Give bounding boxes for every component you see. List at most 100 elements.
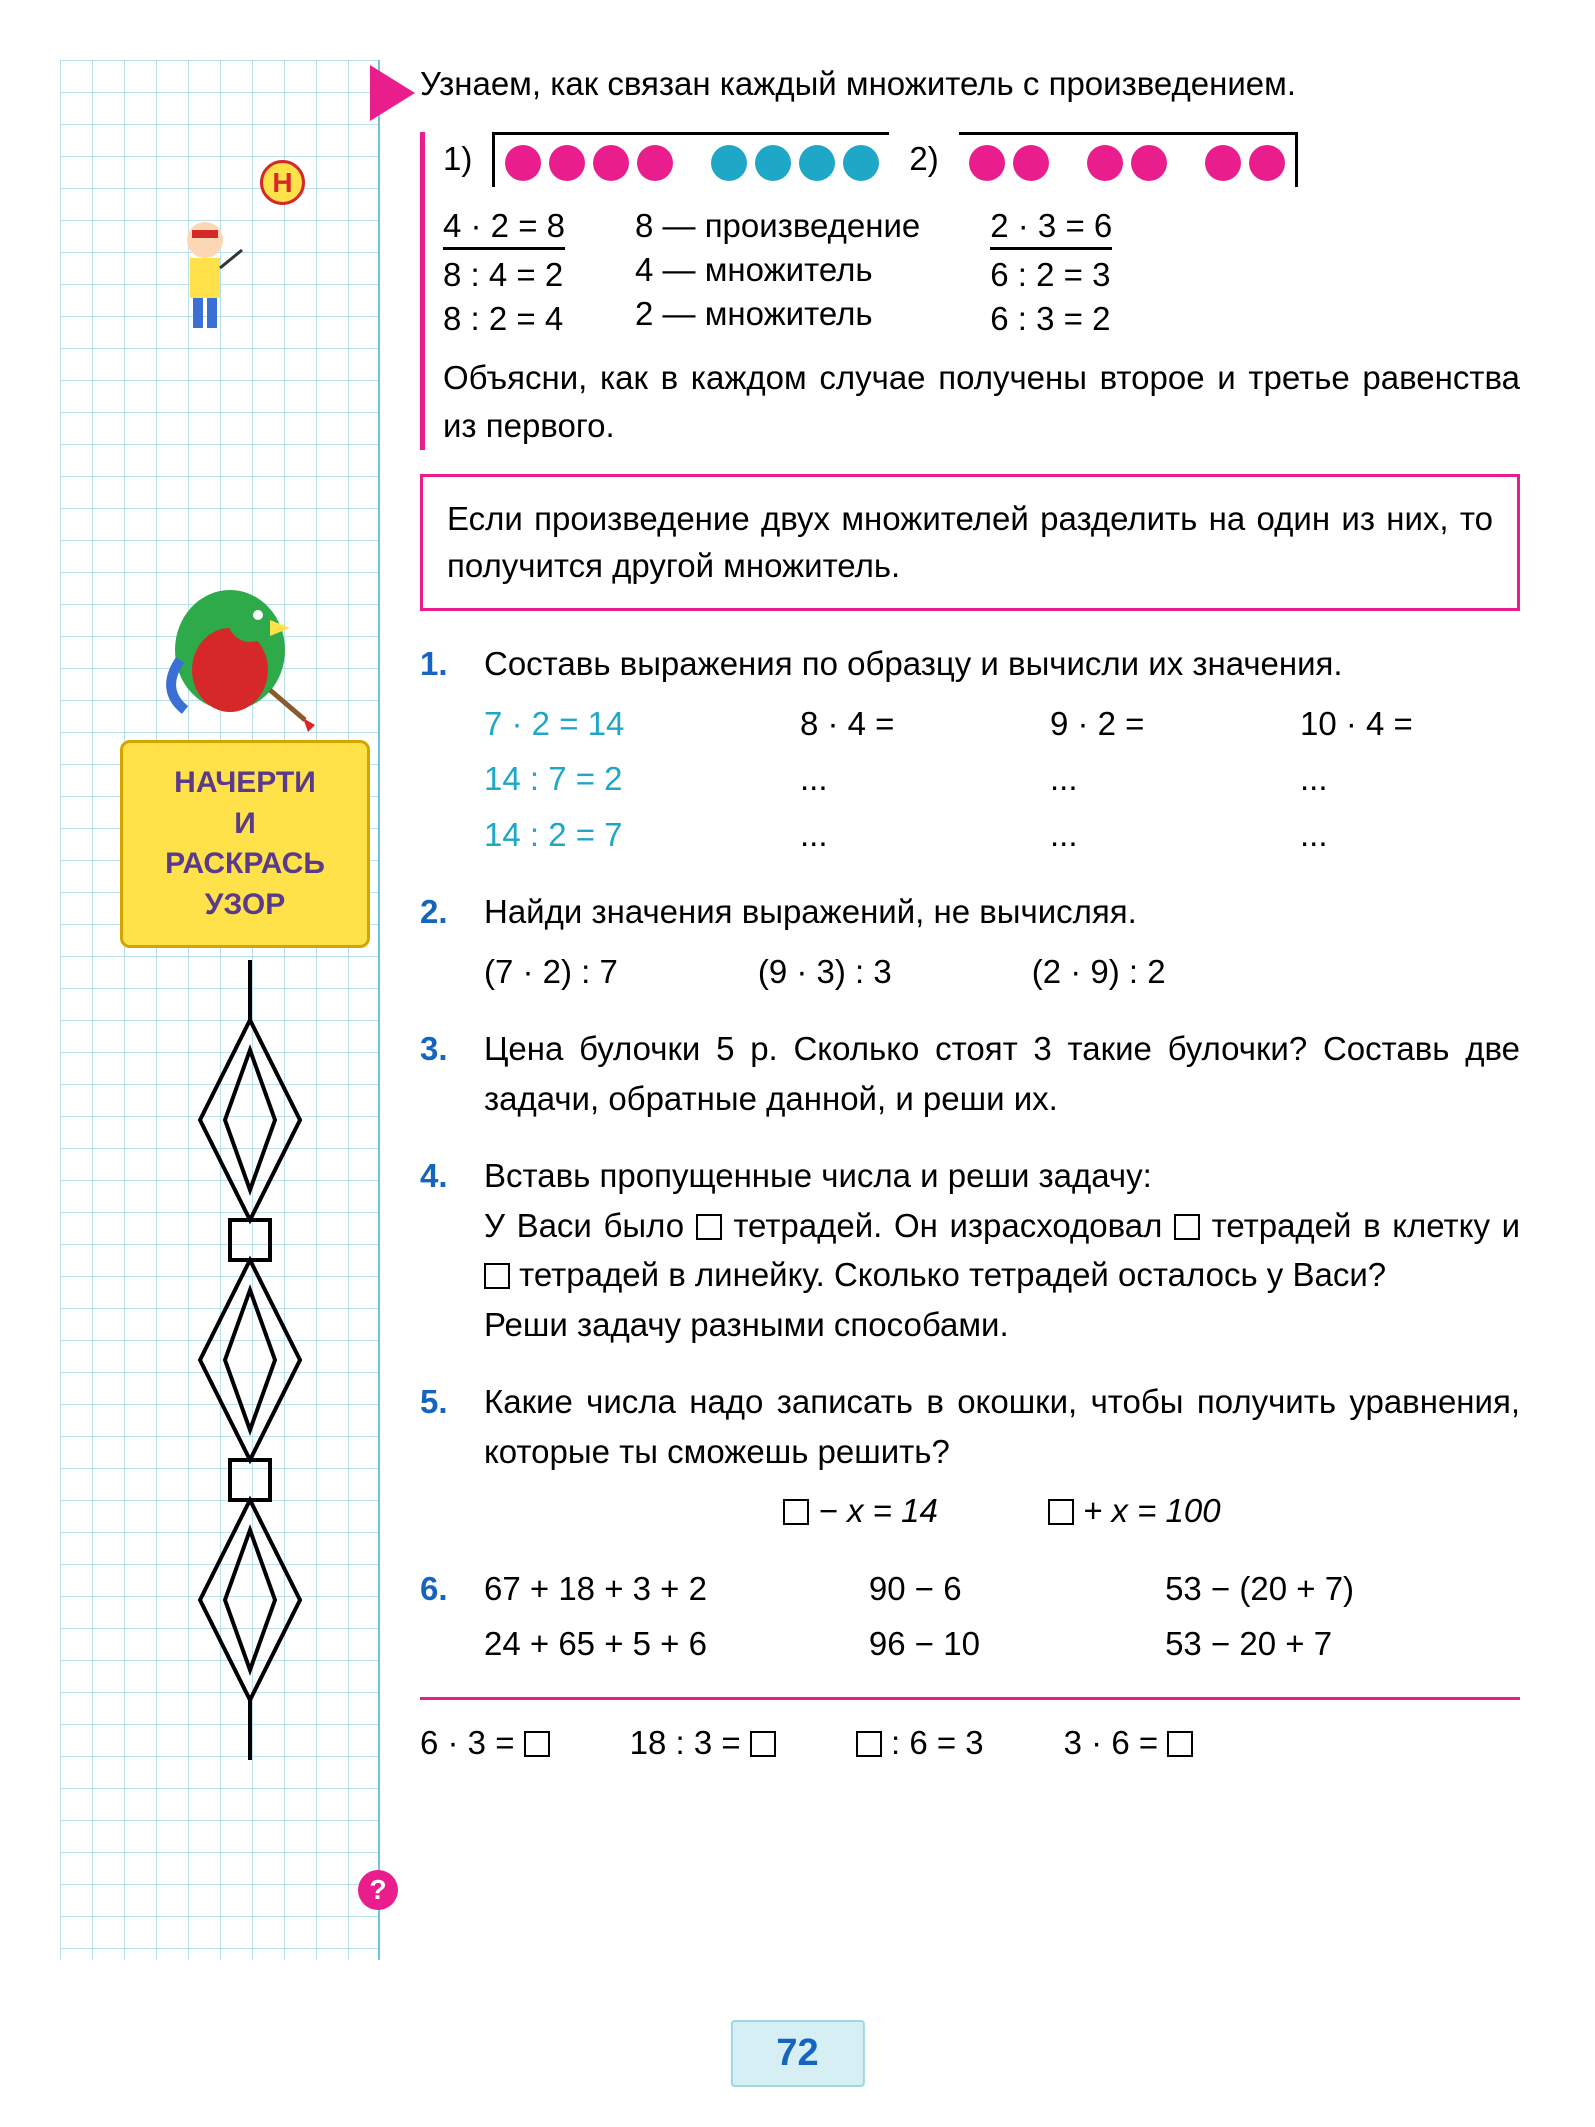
dot-icon bbox=[969, 145, 1005, 181]
expr: 14 : 2 = 7 bbox=[484, 810, 770, 860]
page-number: 72 bbox=[730, 2020, 864, 2087]
eq-desc: 8 — произведение bbox=[635, 207, 920, 245]
dot-icon bbox=[1249, 145, 1285, 181]
sample-col: 9 · 2 = ... ... bbox=[1050, 699, 1270, 860]
dot-icon bbox=[505, 145, 541, 181]
task-number: 2. bbox=[420, 887, 460, 996]
demo-explain: Объясни, как в каждом случае получены вт… bbox=[443, 354, 1520, 450]
divider bbox=[420, 1697, 1520, 1700]
expr-col: 53 − (20 + 7) 53 − 20 + 7 bbox=[1165, 1564, 1520, 1669]
expr: 90 − 6 bbox=[869, 1564, 1135, 1614]
intro-text: Узнаем, как связан каждый множитель с пр… bbox=[420, 60, 1520, 108]
blank-box-icon bbox=[696, 1214, 722, 1240]
expr: 96 − 10 bbox=[869, 1619, 1135, 1669]
footer-exercises: 6 · 3 = 18 : 3 = : 6 = 3 3 · 6 = bbox=[420, 1724, 1520, 1762]
task-1: 1. Составь выражения по образцу и вычисл… bbox=[420, 639, 1520, 859]
dot-icon bbox=[1013, 145, 1049, 181]
page: Н НАЧЕРТИ И РАСКРАСЬ УЗОР bbox=[0, 0, 1595, 2127]
rule-box: Если произведение двух множителей раздел… bbox=[420, 474, 1520, 612]
task-text: Найди значения выражений, не вычисляя. bbox=[484, 887, 1520, 937]
eq-line: 2 · 3 = 6 bbox=[990, 207, 1112, 250]
expr: ... bbox=[1300, 810, 1520, 860]
main-content: Узнаем, как связан каждый множитель с пр… bbox=[420, 60, 1520, 1762]
expr: : 6 = 3 bbox=[856, 1724, 984, 1762]
dot-icon bbox=[843, 145, 879, 181]
sign-line: РАСКРАСЬ bbox=[137, 844, 353, 885]
expr: ... bbox=[1050, 754, 1270, 804]
instruction-sign: НАЧЕРТИ И РАСКРАСЬ УЗОР bbox=[120, 740, 370, 948]
task-3: 3. Цена булочки 5 р. Сколько стоят 3 так… bbox=[420, 1024, 1520, 1123]
expr: 67 + 18 + 3 + 2 bbox=[484, 1564, 839, 1614]
demo-label-2: 2) bbox=[909, 140, 938, 178]
expr: 53 − (20 + 7) bbox=[1165, 1564, 1520, 1614]
task-body: Цена булочки 5 р. Сколько стоят 3 такие … bbox=[484, 1024, 1520, 1123]
equation: − x = 14 bbox=[783, 1486, 937, 1536]
demo-block: 1) 2) 4 · 2 = 8 8 : 4 = 2 8 : 2 = 4 8 — … bbox=[420, 132, 1520, 450]
eq-line: 8 : 2 = 4 bbox=[443, 300, 565, 338]
expr-row: (7 · 2) : 7 (9 · 3) : 3 (2 · 9) : 2 bbox=[484, 947, 1520, 997]
expr: 10 · 4 = bbox=[1300, 699, 1520, 749]
dot-icon bbox=[593, 145, 629, 181]
eq-col-right: 2 · 3 = 6 6 : 2 = 3 6 : 3 = 2 bbox=[990, 207, 1112, 338]
task-text: Составь выражения по образцу и вычисли и… bbox=[484, 639, 1520, 689]
equations-block: 4 · 2 = 8 8 : 4 = 2 8 : 2 = 4 8 — произв… bbox=[443, 207, 1520, 338]
expr: 6 · 3 = bbox=[420, 1724, 550, 1762]
dot-icon bbox=[799, 145, 835, 181]
dots-group-2 bbox=[959, 132, 1298, 187]
task-text: У Васи было тетрадей. Он израсходовал те… bbox=[484, 1201, 1520, 1300]
equation: + x = 100 bbox=[1048, 1486, 1221, 1536]
task-number: 4. bbox=[420, 1151, 460, 1349]
eq-line: 6 : 3 = 2 bbox=[990, 300, 1112, 338]
blank-box-icon bbox=[750, 1731, 776, 1757]
dot-icon bbox=[711, 145, 747, 181]
badge-letter: Н bbox=[260, 160, 305, 205]
task-2: 2. Найди значения выражений, не вычисляя… bbox=[420, 887, 1520, 996]
eq-col-mid: 8 — произведение 4 — множитель 2 — множи… bbox=[635, 207, 920, 333]
dots-row: 1) 2) bbox=[443, 132, 1520, 187]
expr: 9 · 2 = bbox=[1050, 699, 1270, 749]
character-boy-icon bbox=[160, 210, 250, 350]
expr: 8 · 4 = bbox=[800, 699, 1020, 749]
task-body: 67 + 18 + 3 + 2 24 + 65 + 5 + 6 90 − 6 9… bbox=[484, 1564, 1520, 1669]
expr: ... bbox=[1050, 810, 1270, 860]
expr: 18 : 3 = bbox=[630, 1724, 776, 1762]
expr: 24 + 65 + 5 + 6 bbox=[484, 1619, 839, 1669]
task-text: Вставь пропущенные числа и реши задачу: bbox=[484, 1151, 1520, 1201]
blank-box-icon bbox=[484, 1263, 510, 1289]
task-body: Найди значения выражений, не вычисляя. (… bbox=[484, 887, 1520, 996]
equation-row: − x = 14 + x = 100 bbox=[484, 1486, 1520, 1536]
expr-grid: 67 + 18 + 3 + 2 24 + 65 + 5 + 6 90 − 6 9… bbox=[484, 1564, 1520, 1669]
expr: 53 − 20 + 7 bbox=[1165, 1619, 1520, 1669]
dot-icon bbox=[637, 145, 673, 181]
sign-line: НАЧЕРТИ bbox=[137, 763, 353, 804]
blank-box-icon bbox=[524, 1731, 550, 1757]
task-body: Составь выражения по образцу и вычисли и… bbox=[484, 639, 1520, 859]
dot-icon bbox=[755, 145, 791, 181]
expr-col: 90 − 6 96 − 10 bbox=[869, 1564, 1135, 1669]
task-body: Вставь пропущенные числа и реши задачу: … bbox=[484, 1151, 1520, 1349]
blank-box-icon bbox=[1167, 1731, 1193, 1757]
task-text: Какие числа надо записать в окошки, чтоб… bbox=[484, 1377, 1520, 1476]
eq-line: 4 · 2 = 8 bbox=[443, 207, 565, 250]
expr: ... bbox=[800, 754, 1020, 804]
pattern-diagram bbox=[170, 960, 330, 1810]
dot-icon bbox=[1087, 145, 1123, 181]
sign-line: И bbox=[137, 804, 353, 845]
eq-desc: 2 — множитель bbox=[635, 295, 920, 333]
demo-label-1: 1) bbox=[443, 140, 472, 178]
task-number: 6. bbox=[420, 1564, 460, 1669]
expr: (2 · 9) : 2 bbox=[1032, 947, 1166, 997]
dot-icon bbox=[1131, 145, 1167, 181]
expr: (7 · 2) : 7 bbox=[484, 947, 618, 997]
task-number: 3. bbox=[420, 1024, 460, 1123]
dot-icon bbox=[1205, 145, 1241, 181]
eq-col-left: 4 · 2 = 8 8 : 4 = 2 8 : 2 = 4 bbox=[443, 207, 565, 338]
blank-box-icon bbox=[1048, 1499, 1074, 1525]
sample-row: 7 · 2 = 14 14 : 7 = 2 14 : 2 = 7 8 · 4 =… bbox=[484, 699, 1520, 860]
blank-box-icon bbox=[856, 1731, 882, 1757]
expr: 3 · 6 = bbox=[1064, 1724, 1194, 1762]
sample-col: 8 · 4 = ... ... bbox=[800, 699, 1020, 860]
expr: (9 · 3) : 3 bbox=[758, 947, 892, 997]
sample-col: 10 · 4 = ... ... bbox=[1300, 699, 1520, 860]
dot-icon bbox=[549, 145, 585, 181]
